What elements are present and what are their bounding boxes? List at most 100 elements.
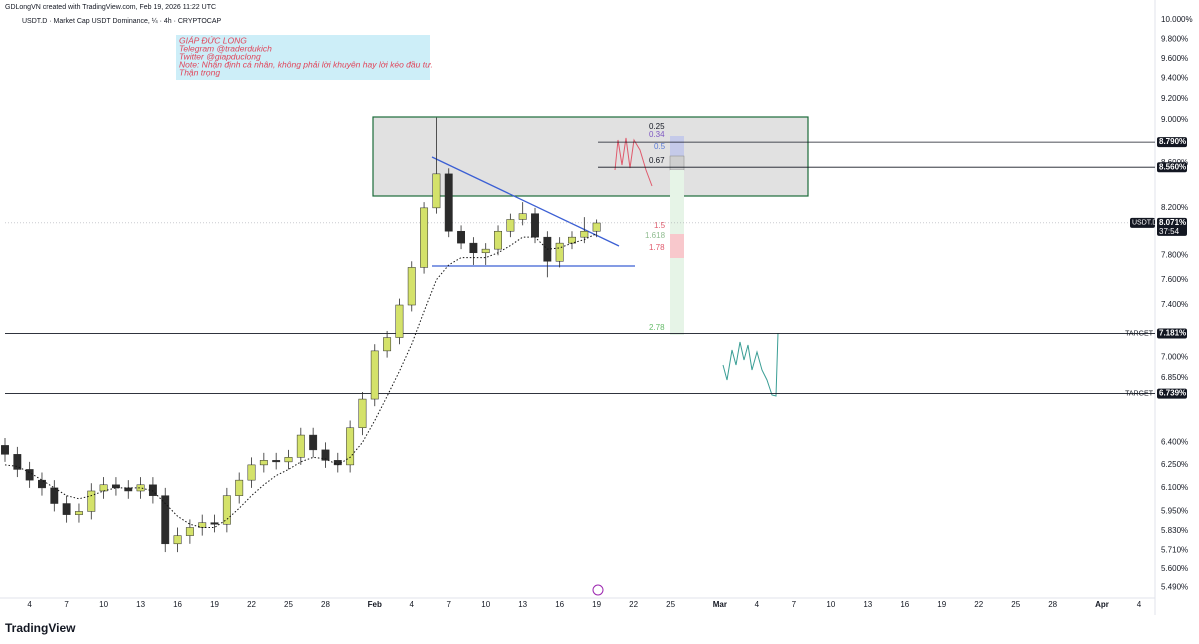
candle-body xyxy=(370,350,379,400)
x-tick-label: 10 xyxy=(826,600,835,609)
x-tick-label: 7 xyxy=(792,600,797,609)
x-tick-label: 16 xyxy=(173,600,182,609)
x-tick-label: Feb xyxy=(368,600,382,609)
y-tick-label: 7.800% xyxy=(1161,250,1188,259)
event-icon xyxy=(592,584,604,596)
candle-body xyxy=(457,230,466,244)
fib-box xyxy=(670,136,684,156)
countdown: 37:54 xyxy=(1159,227,1180,236)
y-tick-label: 6.100% xyxy=(1161,483,1188,492)
candle-body xyxy=(222,495,231,525)
x-tick-label: 4 xyxy=(1137,600,1142,609)
candle-body xyxy=(210,522,219,525)
x-tick-label: 10 xyxy=(481,600,490,609)
x-tick-label: 28 xyxy=(321,600,330,609)
candle-body xyxy=(25,469,34,481)
x-tick-label: 25 xyxy=(284,600,293,609)
y-tick-label: 5.600% xyxy=(1161,564,1188,573)
x-tick-label: 19 xyxy=(937,600,946,609)
x-tick-label: 10 xyxy=(99,600,108,609)
candle-body xyxy=(395,304,404,338)
candle-body xyxy=(309,434,318,451)
candle-body xyxy=(185,527,194,536)
chart-title: USDT.D · Market Cap USDT Dominance, ¼ · … xyxy=(22,18,221,25)
symbol-box xyxy=(1130,217,1155,228)
fib-box xyxy=(669,155,685,171)
x-tick-label: 25 xyxy=(666,600,675,609)
last-price-label: 8.071% xyxy=(1159,218,1186,227)
candle-body xyxy=(173,535,182,545)
x-tick-label: 22 xyxy=(247,600,256,609)
y-tick-label: 10.000% xyxy=(1161,15,1193,24)
y-tick-label: 5.830% xyxy=(1161,526,1188,535)
fib-label: 0.25 xyxy=(649,122,665,131)
symbol-label: USDT.D xyxy=(1132,220,1157,227)
candle-body xyxy=(1,445,9,455)
y-tick-label: 6.850% xyxy=(1161,373,1188,382)
x-tick-label: 16 xyxy=(900,600,909,609)
x-tick-label: 25 xyxy=(1011,600,1020,609)
candle-body xyxy=(161,495,170,545)
x-tick-label: Apr xyxy=(1095,600,1109,609)
y-tick-label: 9.200% xyxy=(1161,94,1188,103)
target-label: 6.739% xyxy=(1159,389,1186,398)
note-line: Twitter @giapduclong xyxy=(179,51,261,61)
candle-body xyxy=(383,337,392,352)
watermark: GDLongVN created with TradingView.com, F… xyxy=(5,4,216,11)
y-tick-label: 7.400% xyxy=(1161,300,1188,309)
candle-body xyxy=(358,398,367,429)
x-tick-label: 13 xyxy=(863,600,872,609)
note-line: GIÁP ĐỨC LONG xyxy=(179,35,247,45)
candle-body xyxy=(75,511,83,515)
x-tick-label: 19 xyxy=(210,600,219,609)
price-box xyxy=(1157,137,1187,148)
candle-body xyxy=(481,248,490,254)
fib-label: 0.5 xyxy=(654,142,666,151)
candle-body xyxy=(506,219,515,232)
fib-label: 0.67 xyxy=(649,156,665,165)
y-tick-label: 6.250% xyxy=(1161,460,1188,469)
candle-body xyxy=(518,213,527,220)
sketch xyxy=(614,137,653,187)
x-tick-label: 16 xyxy=(555,600,564,609)
y-tick-label: 9.600% xyxy=(1161,54,1188,63)
note-line: Note: Nhận định cá nhân, không phải lời … xyxy=(179,59,433,69)
sketch xyxy=(722,332,779,397)
price-label: 8.560% xyxy=(1159,162,1186,171)
fib-label: 2.78 xyxy=(649,323,665,332)
y-tick-label: 7.000% xyxy=(1161,353,1188,362)
y-tick-label: 5.490% xyxy=(1161,583,1188,592)
moving-average xyxy=(4,233,597,528)
y-tick-label: 5.950% xyxy=(1161,507,1188,516)
candle-body xyxy=(592,222,601,232)
note-line: Thận trọng xyxy=(179,67,220,77)
fib-label: 0.34 xyxy=(649,130,665,139)
candle-body xyxy=(111,484,120,489)
candle-body xyxy=(272,460,281,463)
candle-body xyxy=(346,427,355,466)
target-note: TARGET xyxy=(1125,330,1154,337)
candle-body xyxy=(494,230,502,250)
x-tick-label: Mar xyxy=(713,600,727,609)
y-tick-label: 8.200% xyxy=(1161,203,1188,212)
note-line: Telegram @traderdukich xyxy=(179,43,272,53)
candle-body xyxy=(235,479,244,496)
candle-body xyxy=(38,479,46,489)
x-tick-label: 22 xyxy=(974,600,983,609)
x-tick-label: 28 xyxy=(1048,600,1057,609)
fib-label: 1.5 xyxy=(654,221,666,230)
fib-label: 1.78 xyxy=(649,243,665,252)
target-label: 7.181% xyxy=(1159,329,1186,338)
x-tick-label: 7 xyxy=(447,600,452,609)
candle-body xyxy=(62,503,71,515)
candle-body xyxy=(296,434,305,458)
target-note: TARGET xyxy=(1125,390,1154,397)
candle-body xyxy=(321,449,330,461)
y-tick-label: 7.600% xyxy=(1161,275,1188,284)
candle-body xyxy=(284,457,293,463)
y-tick-label: 9.400% xyxy=(1161,74,1188,83)
candle-body xyxy=(259,460,268,466)
candle-body xyxy=(247,464,256,481)
